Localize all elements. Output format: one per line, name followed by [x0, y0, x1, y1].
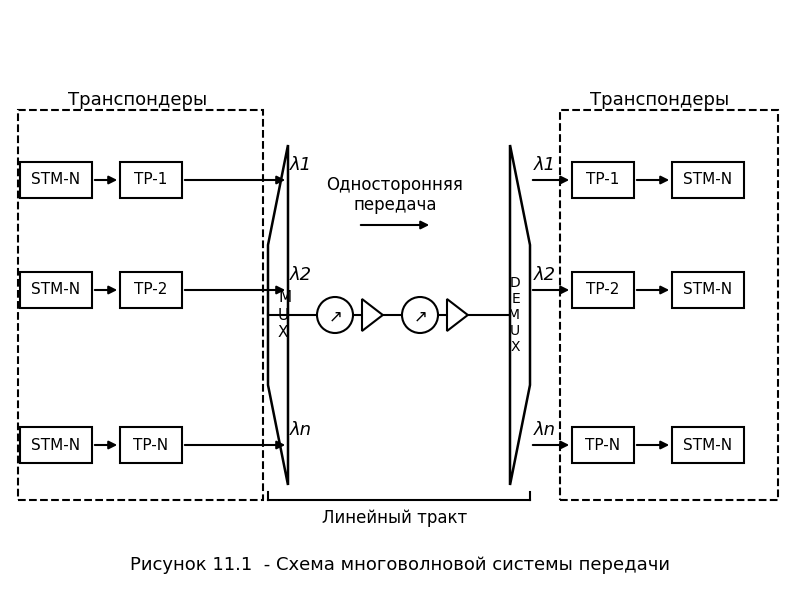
Text: TP-N: TP-N: [586, 437, 621, 452]
Text: STM-N: STM-N: [31, 173, 81, 187]
Text: ↗: ↗: [329, 307, 343, 325]
Text: Рисунок 11.1  - Схема многоволновой системы передачи: Рисунок 11.1 - Схема многоволновой систе…: [130, 556, 670, 574]
FancyBboxPatch shape: [572, 272, 634, 308]
Text: λ2: λ2: [534, 266, 556, 284]
Circle shape: [402, 297, 438, 333]
Text: TP-N: TP-N: [134, 437, 169, 452]
Text: Транспондеры: Транспондеры: [590, 91, 730, 109]
FancyBboxPatch shape: [20, 162, 92, 198]
FancyBboxPatch shape: [672, 427, 744, 463]
Text: λ1: λ1: [290, 156, 312, 174]
Text: λn: λn: [290, 421, 312, 439]
Polygon shape: [362, 299, 383, 331]
Text: STM-N: STM-N: [31, 437, 81, 452]
Text: STM-N: STM-N: [683, 437, 733, 452]
FancyBboxPatch shape: [120, 272, 182, 308]
Text: D
E
M
U
X: D E M U X: [508, 275, 520, 355]
Circle shape: [317, 297, 353, 333]
Text: λn: λn: [534, 421, 556, 439]
Text: λ1: λ1: [534, 156, 556, 174]
FancyBboxPatch shape: [672, 272, 744, 308]
Text: λ2: λ2: [290, 266, 312, 284]
FancyBboxPatch shape: [572, 162, 634, 198]
Text: Односторонняя: Односторонняя: [326, 176, 463, 194]
FancyBboxPatch shape: [120, 427, 182, 463]
Text: TP-1: TP-1: [134, 173, 168, 187]
Text: передача: передача: [354, 196, 437, 214]
Text: STM-N: STM-N: [683, 173, 733, 187]
FancyBboxPatch shape: [20, 427, 92, 463]
FancyBboxPatch shape: [120, 162, 182, 198]
FancyBboxPatch shape: [672, 162, 744, 198]
Text: Транспондеры: Транспондеры: [68, 91, 208, 109]
FancyBboxPatch shape: [572, 427, 634, 463]
FancyBboxPatch shape: [20, 272, 92, 308]
Text: TP-2: TP-2: [134, 283, 168, 298]
Text: STM-N: STM-N: [683, 283, 733, 298]
Text: ↗: ↗: [414, 307, 428, 325]
Text: TP-2: TP-2: [586, 283, 620, 298]
Text: TP-1: TP-1: [586, 173, 620, 187]
Text: STM-N: STM-N: [31, 283, 81, 298]
Text: M
U
X: M U X: [278, 290, 291, 340]
Text: Линейный тракт: Линейный тракт: [322, 509, 468, 527]
Polygon shape: [447, 299, 468, 331]
